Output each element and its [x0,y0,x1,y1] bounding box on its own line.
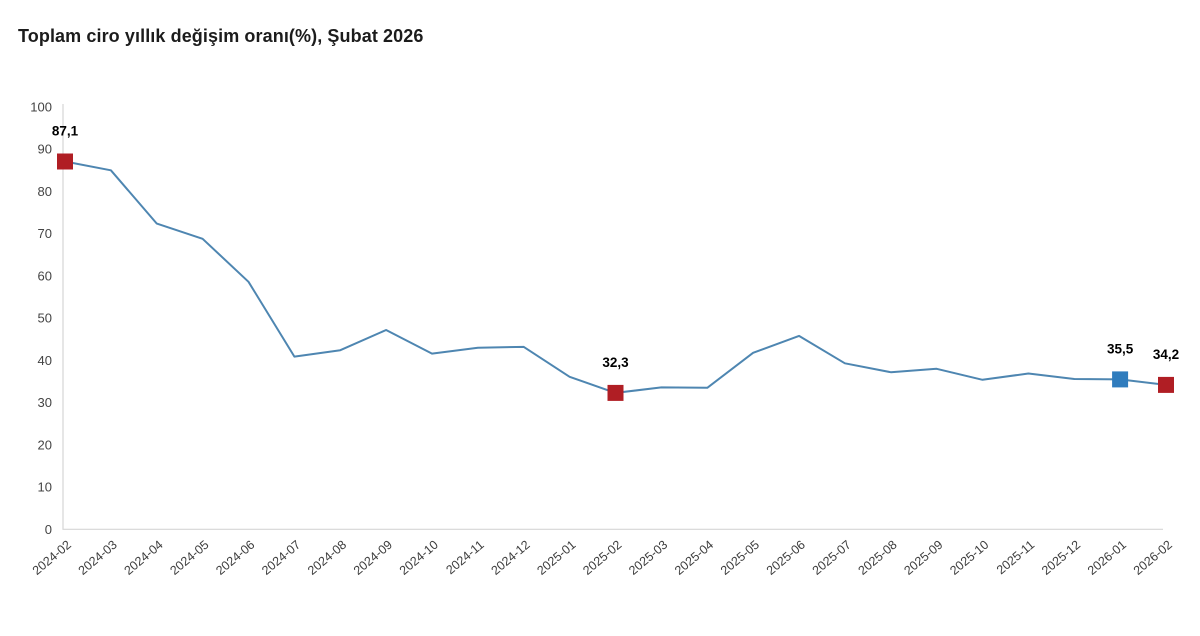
point-value-label: 32,3 [602,355,629,370]
x-axis-tick-label: 2025-06 [764,538,808,578]
y-axis-tick-label: 70 [38,226,52,241]
x-axis-tick-label: 2024-10 [397,538,441,578]
y-axis-tick-label: 90 [38,142,52,157]
highlight-marker [1158,376,1174,393]
highlight-marker [57,153,73,170]
x-axis-tick-label: 2026-01 [1085,538,1129,578]
highlight-marker [607,384,624,401]
x-axis-tick-label: 2024-08 [305,538,349,578]
y-axis-tick-label: 0 [45,522,52,537]
x-axis-tick-label: 2025-02 [580,538,624,578]
x-axis-tick-label: 2025-01 [534,538,578,578]
y-axis-tick-label: 50 [38,311,52,326]
x-axis-tick-label: 2024-03 [76,538,120,578]
x-axis-tick-label: 2025-11 [994,538,1037,578]
y-axis-tick-label: 80 [38,184,52,199]
x-axis-tick-label: 2025-05 [718,538,762,578]
point-value-label: 34,2 [1153,347,1179,362]
x-axis-tick-label: 2025-12 [1039,538,1083,578]
axis-lines [62,104,1163,530]
x-axis-tick-label: 2025-08 [856,538,900,578]
y-axis-tick-label: 20 [38,437,52,452]
x-axis-tick-label: 2025-04 [672,538,716,578]
x-axis-tick-label: 2024-09 [351,538,395,578]
y-axis-tick-label: 100 [30,100,52,115]
y-axis-tick-label: 60 [38,268,52,283]
x-axis-tick-label: 2024-02 [30,538,74,578]
x-axis-tick-label: 2024-04 [122,538,166,578]
x-axis-tick-label: 2024-11 [443,538,486,578]
y-axis-tick-label: 10 [38,480,52,495]
highlight-marker [1112,371,1129,388]
x-axis-tick-label: 2024-06 [213,538,257,578]
x-axis-tick-label: 2025-09 [901,538,945,578]
x-axis-tick-label: 2024-07 [259,538,303,578]
point-value-label: 87,1 [52,124,79,139]
x-axis-tick-label: 2024-12 [489,538,533,578]
x-axis-tick-label: 2026-02 [1131,538,1175,578]
x-axis-tick-label: 2025-10 [947,538,991,578]
x-axis-tick-label: 2025-07 [810,538,854,578]
chart-title: Toplam ciro yıllık değişim oranı(%), Şub… [18,26,424,46]
y-axis-tick-label: 30 [38,395,52,410]
point-value-label: 35,5 [1107,341,1134,356]
x-axis-tick-label: 2025-03 [626,538,670,578]
y-axis-tick-label: 40 [38,353,52,368]
x-axis-tick-label: 2024-05 [167,538,211,578]
